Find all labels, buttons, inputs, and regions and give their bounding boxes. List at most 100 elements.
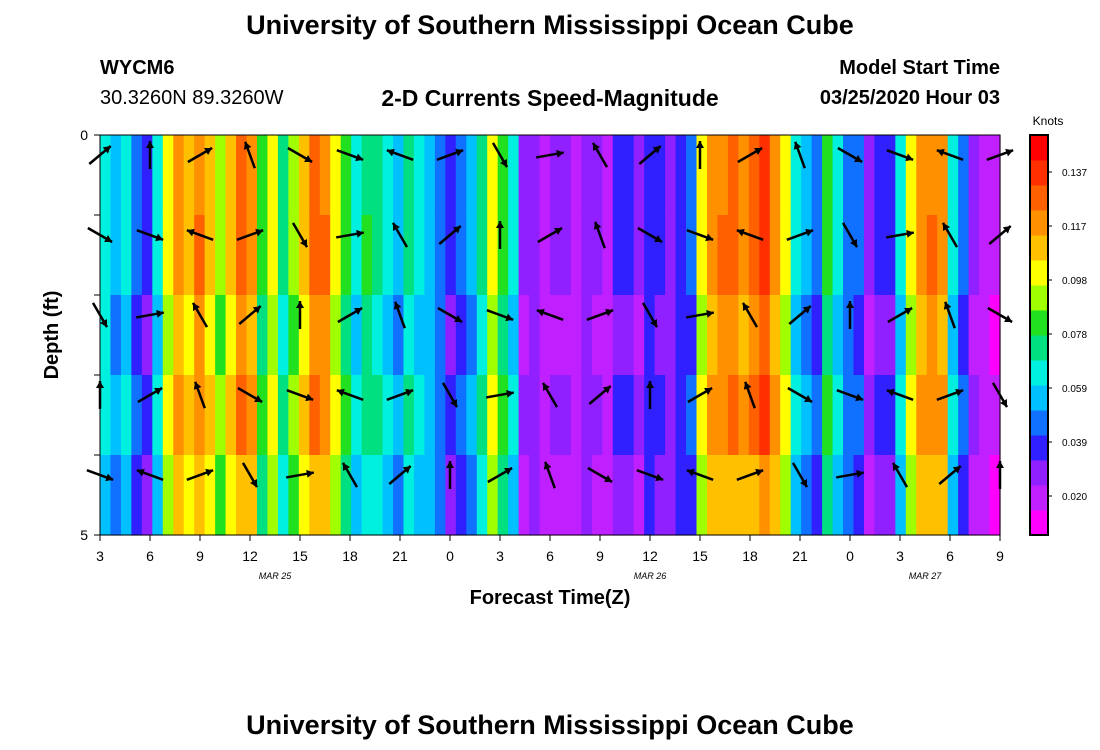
heatmap-cell [832, 135, 844, 216]
heatmap-cell [884, 375, 896, 456]
heatmap-cell [131, 455, 143, 536]
heatmap-cell [550, 375, 562, 456]
heatmap-cell [424, 295, 436, 376]
current-arrow [341, 462, 359, 488]
heatmap-cell [183, 295, 195, 376]
heatmap-cell [550, 455, 562, 536]
heatmap-cell [393, 135, 405, 216]
current-arrow [186, 468, 214, 481]
heatmap-cell [790, 295, 802, 376]
heatmap-cell [874, 375, 886, 456]
heatmap-cell [958, 455, 970, 536]
current-arrow [737, 146, 763, 164]
current-arrow [191, 302, 209, 328]
heatmap-cell [539, 295, 551, 376]
heatmap-cell [434, 295, 446, 376]
heatmap-cell [570, 455, 582, 536]
heatmap-cell [267, 455, 279, 536]
heatmap-cell [727, 135, 739, 216]
heatmap-cell [675, 295, 687, 376]
heatmap-cell [340, 215, 352, 296]
current-arrow [736, 228, 764, 241]
colorbar-swatch [1030, 260, 1048, 286]
current-arrow [335, 229, 365, 239]
heatmap-cell [424, 455, 436, 536]
heatmap-cell [811, 455, 823, 536]
heatmap-cell [863, 135, 876, 216]
heatmap-cell [424, 135, 436, 216]
heatmap-cell [717, 375, 729, 456]
current-arrow [237, 386, 263, 404]
heatmap-cell [874, 135, 886, 216]
current-arrow [943, 301, 956, 329]
heatmap-cell [727, 215, 739, 296]
x-tick-label: 9 [596, 548, 604, 564]
heatmap-cell [382, 375, 394, 456]
heatmap-cell [811, 295, 823, 376]
heatmap-cell [194, 295, 206, 376]
heatmap-cell [612, 215, 624, 296]
heatmap-cell [277, 215, 289, 296]
heatmap-cell [769, 215, 781, 296]
current-arrow [686, 468, 714, 481]
heatmap-cell [131, 295, 143, 376]
heatmap-cell [686, 215, 698, 296]
current-arrow [491, 142, 509, 168]
date-label: MAR 27 [909, 571, 943, 581]
heatmap-cell [173, 135, 185, 216]
heatmap-cell [518, 295, 530, 376]
x-tick-label: 3 [96, 548, 104, 564]
current-arrow [786, 228, 814, 241]
heatmap-cell [361, 455, 373, 536]
heatmap-cell [497, 375, 509, 456]
heatmap-cell [644, 215, 656, 296]
heatmap-cell [487, 135, 499, 216]
heatmap-cell [298, 375, 310, 456]
heatmap-cell [916, 215, 928, 296]
colorbar-swatch [1030, 235, 1048, 261]
chart-title: University of Southern Mississippi Ocean… [246, 10, 854, 40]
heatmap-cell [665, 215, 677, 296]
heatmap-cell [675, 455, 687, 536]
heatmap-cell [665, 135, 677, 216]
heatmap-cell [298, 215, 310, 296]
heatmap-cell [895, 375, 907, 456]
current-arrow [685, 309, 715, 319]
heatmap-cell [277, 295, 289, 376]
heatmap-cell [968, 135, 980, 216]
heatmap-cell [591, 135, 603, 216]
heatmap-cell [236, 215, 248, 296]
heatmap-cell [780, 455, 792, 536]
heatmap-cell [884, 455, 896, 536]
heatmap-cell [372, 135, 384, 216]
heatmap-cell [131, 135, 143, 216]
heatmap-cell [382, 215, 394, 296]
heatmap-cell [413, 295, 426, 376]
current-arrow [636, 469, 664, 482]
heatmap-cell [309, 455, 321, 536]
heatmap-cell [476, 215, 488, 296]
heatmap-cell [968, 215, 980, 296]
heatmap-cell [989, 455, 1001, 536]
heatmap-cell [947, 455, 959, 536]
heatmap-cell [895, 215, 907, 296]
heatmap-cell [706, 215, 719, 296]
heatmap-cell [215, 135, 227, 216]
heatmap-cell [769, 295, 781, 376]
heatmap-cell [508, 295, 520, 376]
heatmap-cell [466, 455, 478, 536]
heatmap-cell [351, 135, 363, 216]
current-arrow [291, 222, 309, 248]
heatmap-cell [686, 295, 698, 376]
heatmap-cell [340, 375, 352, 456]
heatmap-cell [455, 375, 467, 456]
heatmap-cell [560, 455, 572, 536]
current-arrow [887, 306, 913, 324]
heatmap-cell [581, 295, 593, 376]
heatmap-cell [277, 135, 289, 216]
heatmap-cell [696, 455, 708, 536]
heatmap-cell [497, 295, 509, 376]
x-tick-label: 9 [996, 548, 1004, 564]
heatmap-cell [110, 455, 122, 536]
heatmap-cell [162, 135, 174, 216]
